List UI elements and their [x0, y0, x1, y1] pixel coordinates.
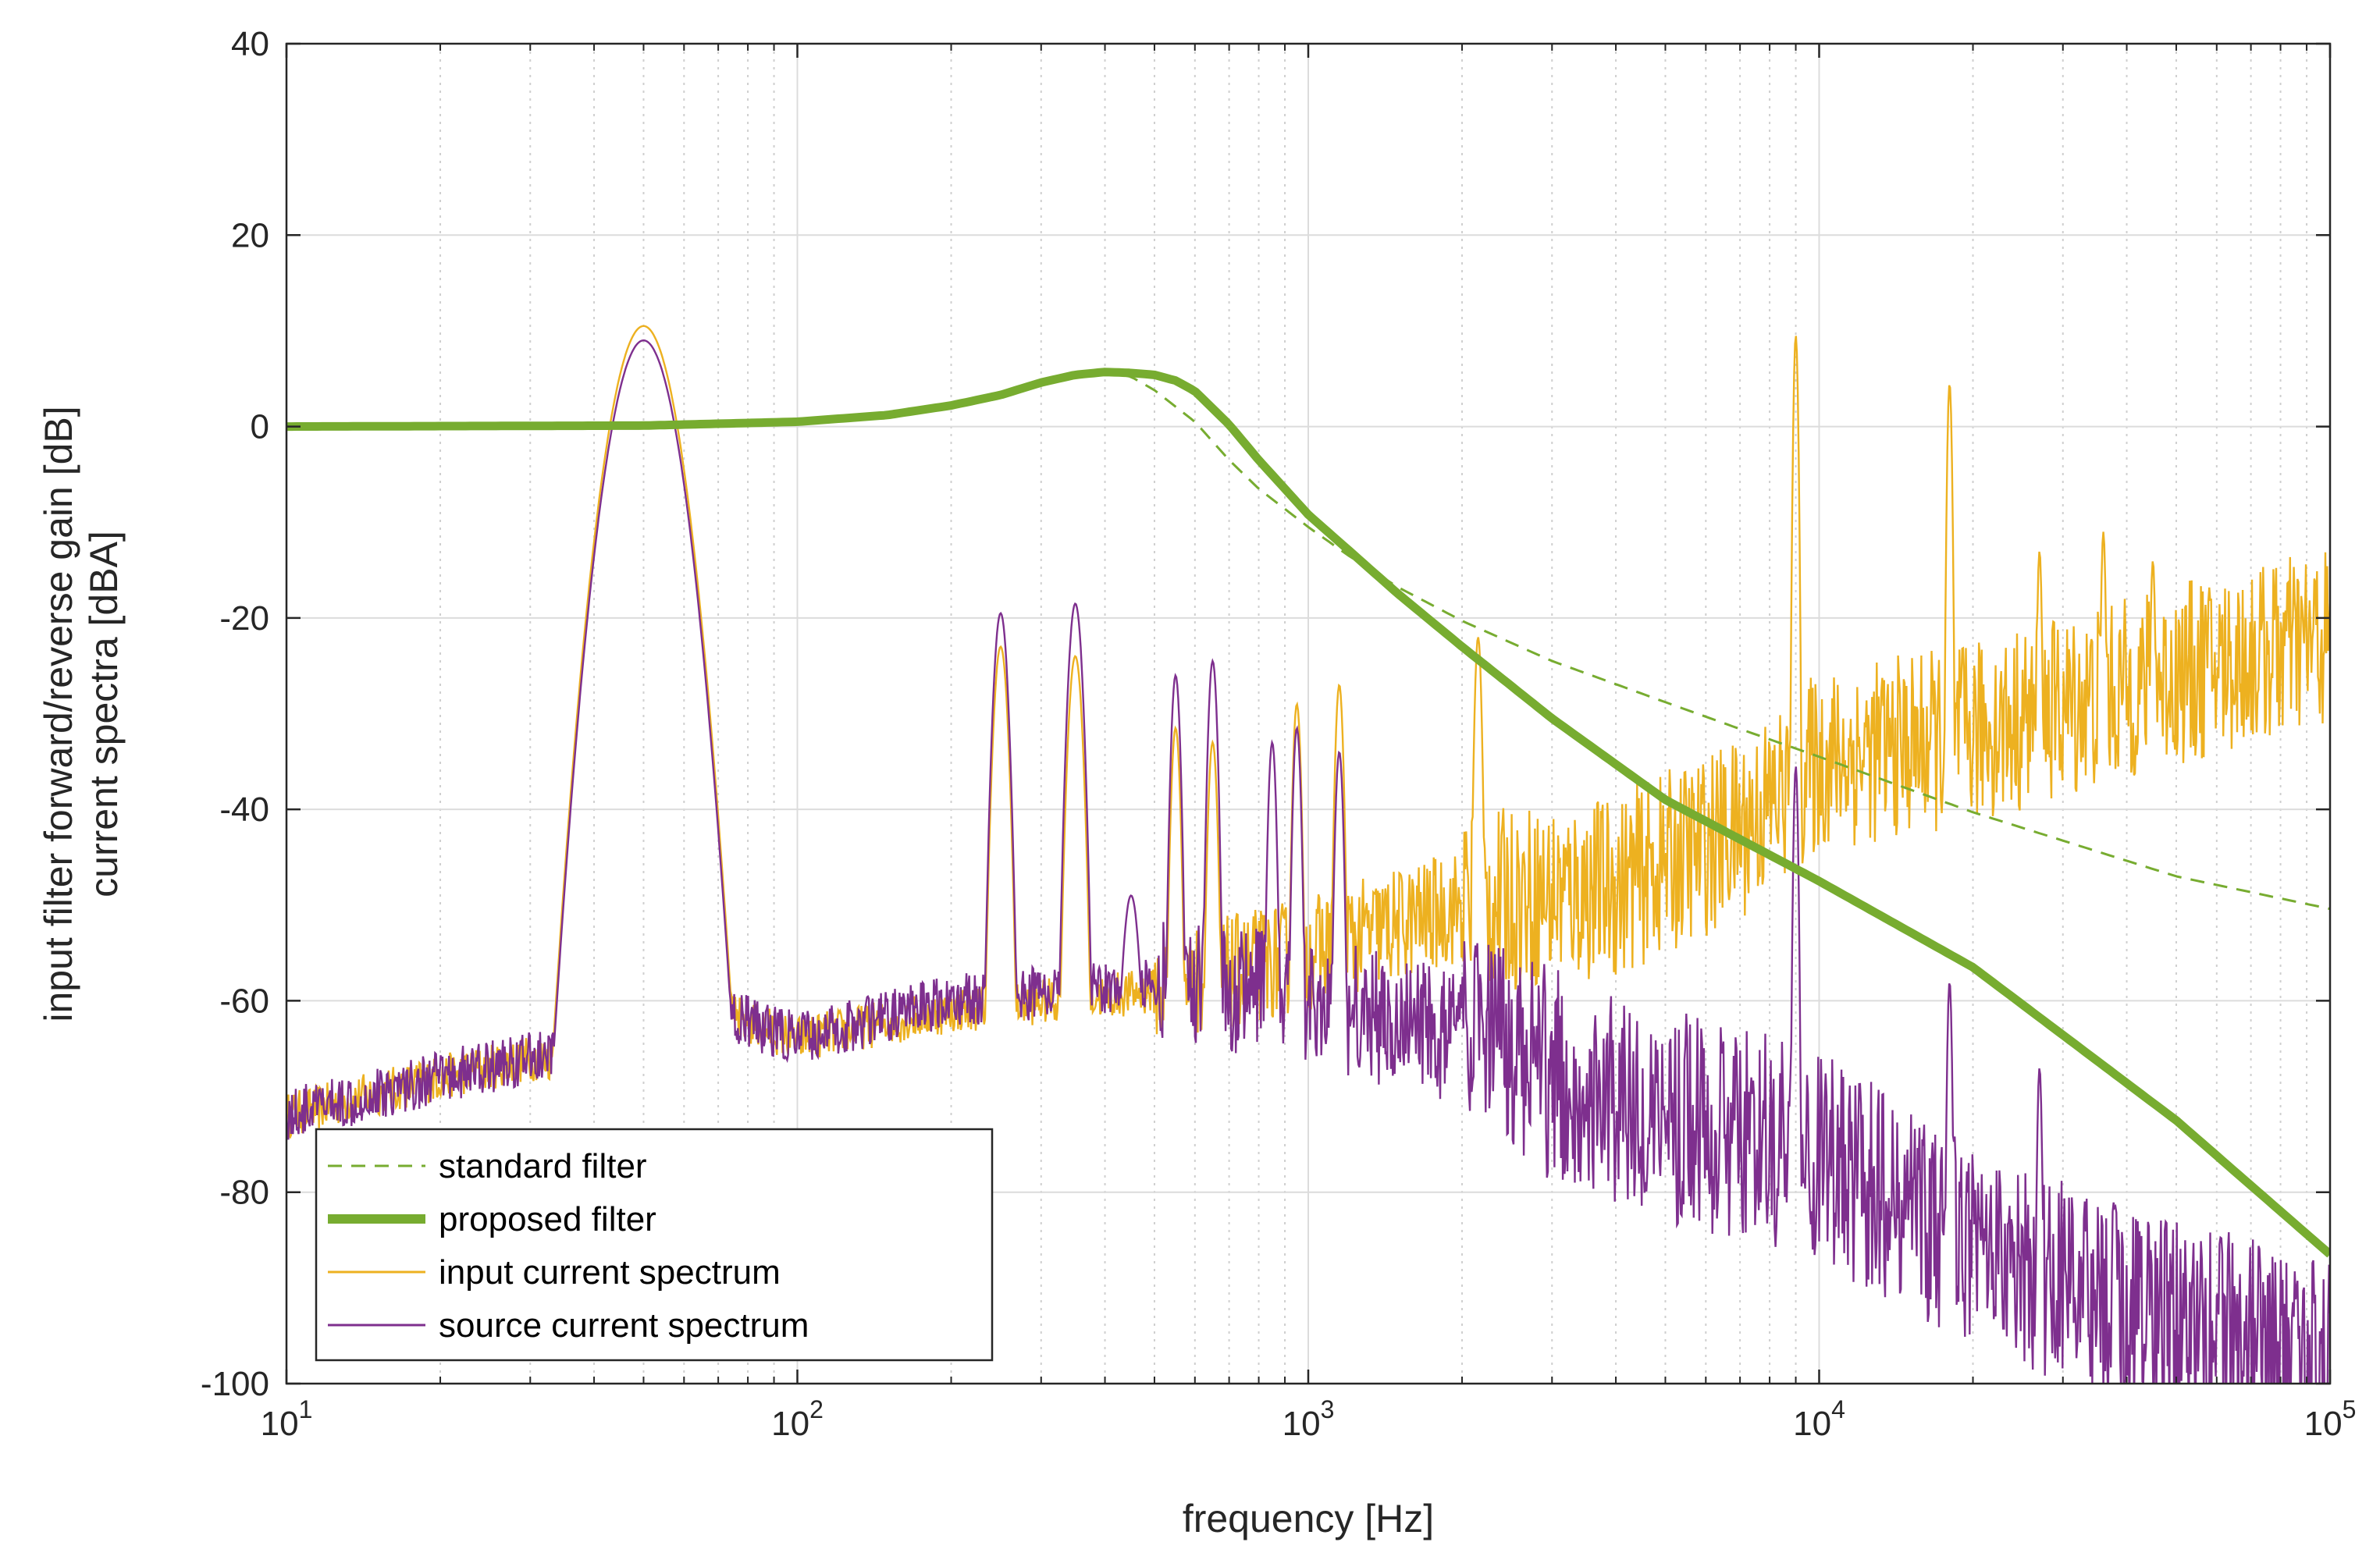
y-tick-label: -80 [219, 1174, 269, 1212]
data-series [286, 325, 2330, 1384]
x-tick-label: 101 [261, 1395, 313, 1443]
legend-label-proposed: proposed filter [439, 1200, 656, 1238]
x-tick-labels: 101 102 103 104 105 [261, 1395, 2357, 1443]
legend: standard filter proposed filter input cu… [315, 1128, 994, 1362]
legend-label-input: input current spectrum [439, 1253, 781, 1292]
y-tick-label: 0 [251, 408, 269, 446]
x-tick-label: 102 [771, 1395, 824, 1443]
x-tick-label: 105 [2304, 1395, 2357, 1443]
x-axis-label: frequency [Hz] [1183, 1497, 1434, 1540]
axes [285, 42, 2332, 1385]
legend-label-source: source current spectrum [439, 1306, 809, 1345]
y-tick-label: 40 [231, 25, 269, 63]
y-tick-label: -40 [219, 791, 269, 829]
y-axis-label-line2: current spectra [dBA] [82, 531, 126, 897]
legend-box [315, 1128, 994, 1362]
source-current-spectrum-line [286, 339, 2330, 1384]
legend-label-standard: standard filter [439, 1147, 647, 1185]
y-tick-labels: -100 -80 -60 -40 -20 0 20 40 [201, 25, 269, 1403]
y-tick-label: 20 [231, 216, 269, 254]
y-axis-label-line1: input filter forward/reverse gain [dB] [37, 406, 80, 1022]
y-tick-label: -20 [219, 599, 269, 638]
y-tick-label: -60 [219, 982, 269, 1020]
proposed-filter-line [286, 368, 2330, 1258]
y-tick-label: -100 [201, 1365, 269, 1403]
x-tick-label: 104 [1793, 1395, 1845, 1443]
x-tick-label: 103 [1282, 1395, 1335, 1443]
